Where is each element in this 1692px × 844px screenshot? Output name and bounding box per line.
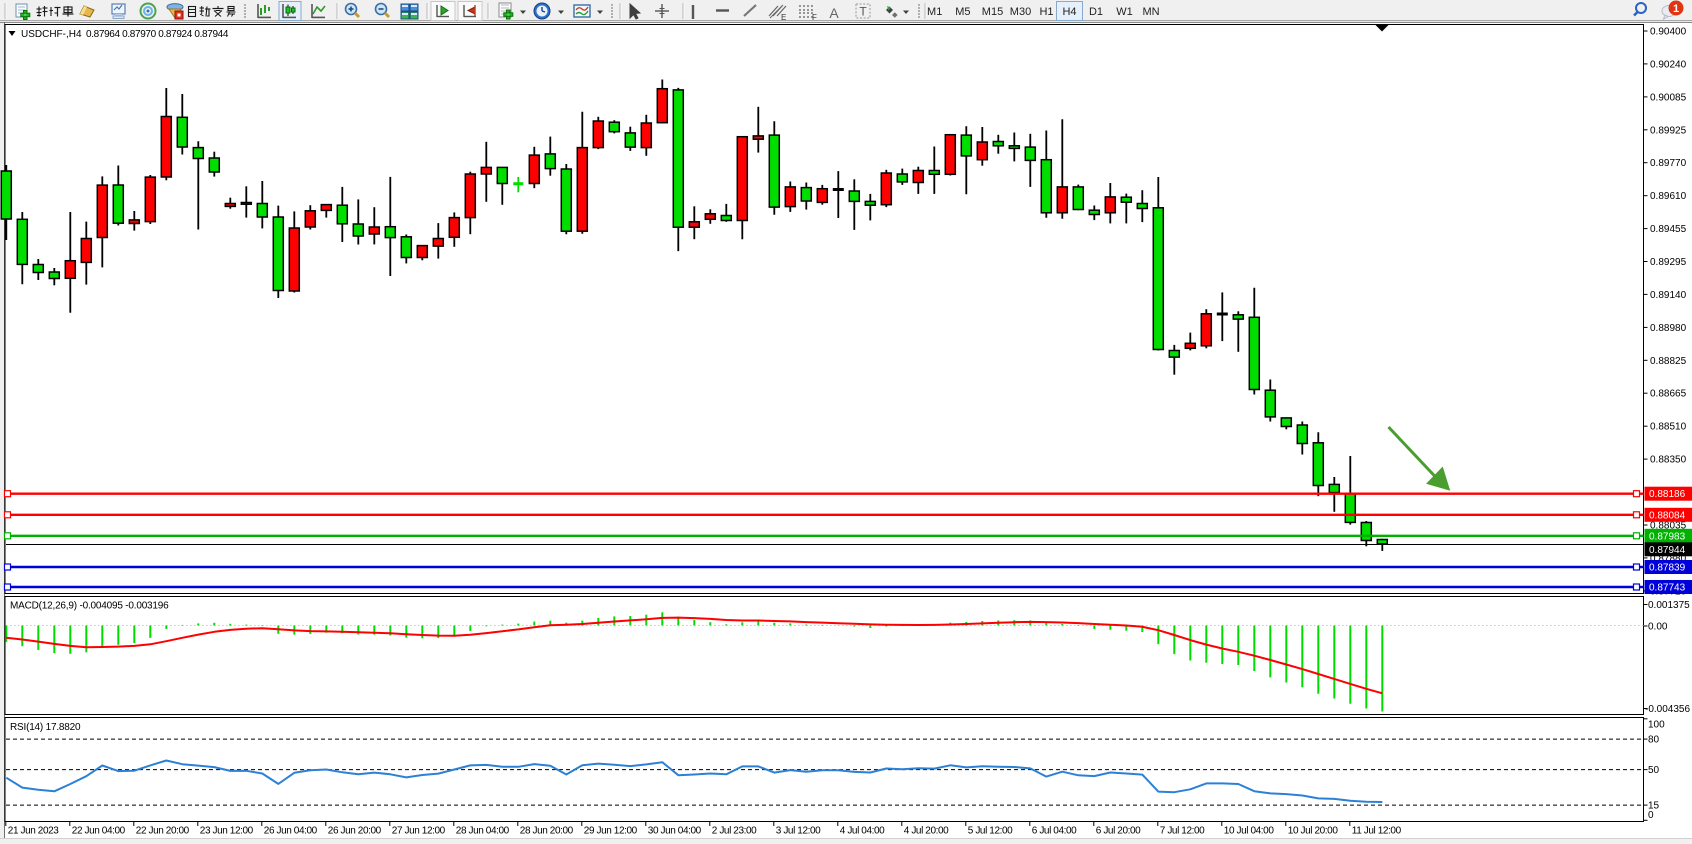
svg-text:0.88665: 0.88665 [1650,389,1687,400]
svg-text:0.89925: 0.89925 [1650,125,1687,136]
svg-text:0.90400: 0.90400 [1650,27,1687,38]
svg-text:D1: D1 [1089,6,1103,18]
svg-text:0.88825: 0.88825 [1650,356,1687,367]
svg-text:0.89770: 0.89770 [1650,158,1687,169]
svg-text:MACD(12,26,9) -0.004095 -0.003: MACD(12,26,9) -0.004095 -0.003196 [10,601,169,612]
svg-text:100: 100 [1648,720,1665,731]
svg-text:T: T [859,5,867,19]
svg-text:0.87983: 0.87983 [1649,531,1686,542]
svg-text:M30: M30 [1010,6,1031,18]
svg-text:0.90085: 0.90085 [1650,92,1687,103]
svg-text:0.88186: 0.88186 [1649,489,1686,500]
svg-text:0.87964 0.87970 0.87924 0.8794: 0.87964 0.87970 0.87924 0.87944 [86,29,229,40]
svg-text:0.87880: 0.87880 [1650,553,1687,564]
svg-text:6 Jul 20:00: 6 Jul 20:00 [1096,826,1141,837]
svg-text:0.89610: 0.89610 [1650,191,1687,202]
svg-text:50: 50 [1648,765,1660,776]
svg-text:0.88350: 0.88350 [1650,455,1687,466]
svg-text:A: A [829,5,839,21]
svg-text:H4: H4 [1062,6,1076,18]
svg-text:26 Jun 04:00: 26 Jun 04:00 [264,826,318,837]
svg-text:0.001375: 0.001375 [1648,600,1690,611]
svg-text:30 Jun 04:00: 30 Jun 04:00 [648,826,702,837]
svg-text:0: 0 [1648,810,1654,821]
svg-text:10 Jul 04:00: 10 Jul 04:00 [1224,826,1275,837]
svg-text:29 Jun 12:00: 29 Jun 12:00 [584,826,638,837]
svg-text:0.00: 0.00 [1648,622,1668,633]
svg-text:E: E [781,13,786,22]
svg-text:22 Jun 04:00: 22 Jun 04:00 [72,826,126,837]
svg-text:0.88980: 0.88980 [1650,323,1687,334]
svg-text:80: 80 [1648,735,1660,746]
svg-text:3 Jul 12:00: 3 Jul 12:00 [776,826,821,837]
svg-text:5 Jul 12:00: 5 Jul 12:00 [968,826,1013,837]
svg-text:0.87839: 0.87839 [1649,563,1686,574]
svg-text:0.89295: 0.89295 [1650,257,1687,268]
svg-text:0.88510: 0.88510 [1650,422,1687,433]
svg-text:USDCHF-,H4: USDCHF-,H4 [21,29,82,40]
svg-text:0.87944: 0.87944 [1649,545,1686,556]
svg-text:11 Jul 12:00: 11 Jul 12:00 [1352,826,1402,837]
svg-text:RSI(14) 17.8820: RSI(14) 17.8820 [10,722,81,733]
svg-text:M15: M15 [982,6,1003,18]
svg-text:4 Jul 04:00: 4 Jul 04:00 [840,826,885,837]
svg-text:0.88084: 0.88084 [1649,510,1686,521]
svg-text:F: F [812,13,817,22]
svg-text:H1: H1 [1039,6,1053,18]
svg-text:MN: MN [1142,6,1159,18]
svg-text:-0.004356: -0.004356 [1645,704,1690,715]
svg-text:1: 1 [1673,3,1679,15]
svg-text:M1: M1 [927,6,942,18]
svg-text:7 Jul 12:00: 7 Jul 12:00 [1160,826,1205,837]
svg-text:22 Jun 20:00: 22 Jun 20:00 [136,826,190,837]
svg-text:0.87743: 0.87743 [1649,583,1686,594]
svg-text:28 Jun 04:00: 28 Jun 04:00 [456,826,510,837]
svg-text:0.89140: 0.89140 [1650,290,1687,301]
svg-text:4 Jul 20:00: 4 Jul 20:00 [904,826,949,837]
svg-text:10 Jul 20:00: 10 Jul 20:00 [1288,826,1339,837]
svg-text:0.88035: 0.88035 [1650,521,1687,532]
svg-text:28 Jun 20:00: 28 Jun 20:00 [520,826,574,837]
svg-text:23 Jun 12:00: 23 Jun 12:00 [200,826,254,837]
svg-text:2 Jul 23:00: 2 Jul 23:00 [712,826,757,837]
svg-text:27 Jun 12:00: 27 Jun 12:00 [392,826,446,837]
svg-text:21 Jun 2023: 21 Jun 2023 [8,826,59,837]
svg-text:0.89455: 0.89455 [1650,224,1687,235]
svg-text:15: 15 [1648,801,1660,812]
svg-text:26 Jun 20:00: 26 Jun 20:00 [328,826,382,837]
svg-text:W1: W1 [1116,6,1133,18]
svg-text:6 Jul 04:00: 6 Jul 04:00 [1032,826,1077,837]
svg-text:M5: M5 [955,6,970,18]
svg-text:0.90240: 0.90240 [1650,59,1687,70]
